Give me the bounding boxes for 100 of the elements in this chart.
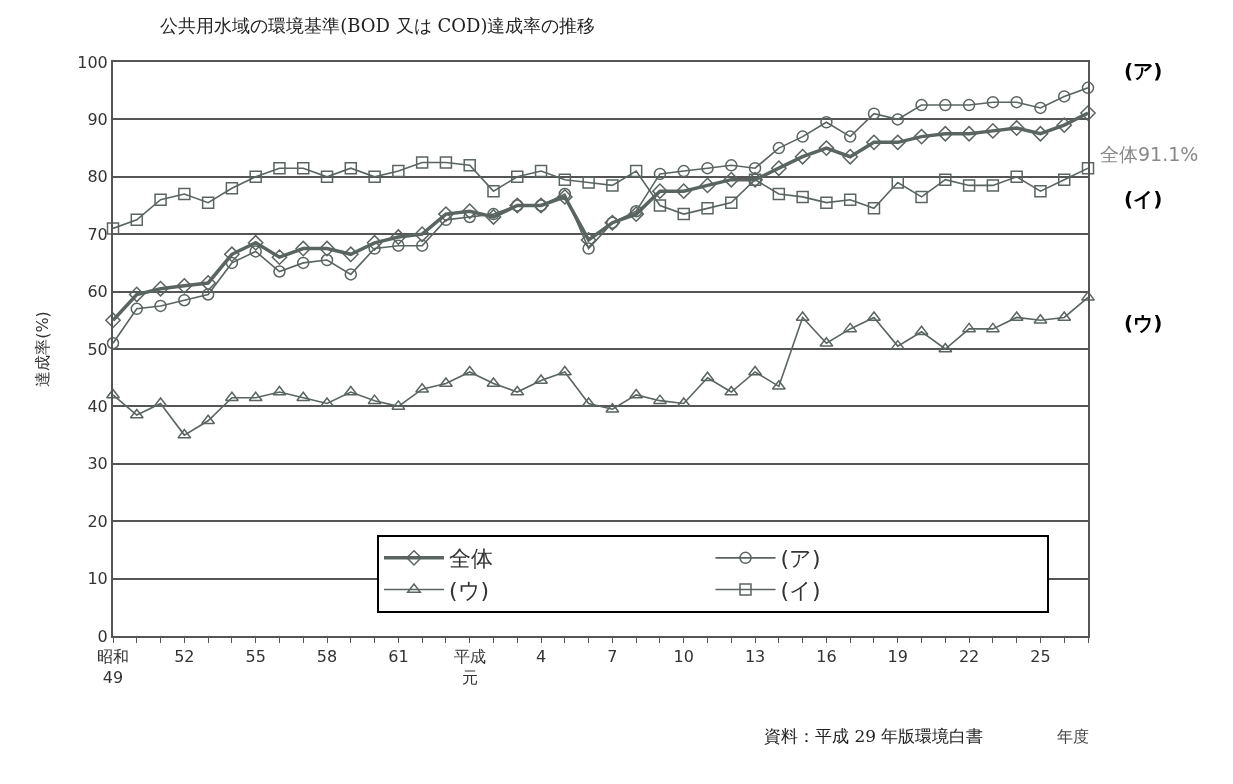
point bbox=[938, 342, 953, 353]
x-tick-label: 55 bbox=[245, 647, 266, 667]
point bbox=[128, 286, 145, 303]
x-tick-label: 16 bbox=[816, 647, 837, 667]
x-tick-label: 58 bbox=[316, 647, 338, 667]
point bbox=[939, 98, 952, 112]
point bbox=[178, 293, 191, 307]
point bbox=[130, 302, 144, 316]
point bbox=[580, 232, 597, 248]
point bbox=[701, 161, 714, 175]
point bbox=[439, 156, 453, 169]
point bbox=[582, 176, 595, 189]
point bbox=[273, 265, 286, 278]
point bbox=[462, 365, 477, 376]
point bbox=[249, 245, 262, 258]
point bbox=[1034, 101, 1047, 115]
point bbox=[534, 164, 548, 178]
x-tick-label: 25 bbox=[1030, 647, 1051, 667]
point bbox=[557, 365, 572, 376]
point bbox=[272, 385, 287, 396]
point bbox=[677, 164, 690, 178]
point bbox=[343, 385, 358, 396]
point bbox=[962, 322, 977, 333]
point bbox=[225, 182, 239, 195]
point bbox=[985, 322, 1000, 333]
point bbox=[724, 385, 739, 396]
legend-label: (イ) bbox=[780, 578, 821, 604]
point bbox=[889, 134, 906, 151]
y-axis-title: 達成率(%) bbox=[32, 311, 52, 387]
point bbox=[915, 98, 928, 112]
point bbox=[962, 98, 976, 112]
point bbox=[129, 408, 144, 419]
point bbox=[1056, 117, 1073, 134]
point bbox=[984, 122, 1001, 139]
point bbox=[249, 170, 262, 184]
point bbox=[201, 414, 216, 425]
point bbox=[485, 209, 502, 225]
x-tick-label: 4 bbox=[535, 647, 547, 667]
point bbox=[653, 167, 667, 181]
point bbox=[415, 156, 429, 169]
point bbox=[153, 397, 168, 408]
y-tick-label: 30 bbox=[87, 454, 108, 474]
point bbox=[271, 249, 288, 266]
point bbox=[1008, 120, 1025, 136]
point bbox=[794, 148, 811, 165]
point bbox=[130, 213, 144, 227]
point bbox=[676, 397, 691, 408]
point bbox=[106, 337, 120, 350]
point bbox=[556, 188, 573, 205]
point bbox=[319, 240, 335, 257]
point bbox=[677, 207, 690, 221]
point bbox=[1057, 173, 1071, 186]
y-tick-label: 90 bbox=[87, 110, 108, 129]
point bbox=[247, 234, 264, 251]
y-tick-label: 0 bbox=[97, 626, 108, 646]
y-tick-label: 60 bbox=[87, 282, 108, 302]
point bbox=[176, 277, 193, 294]
point bbox=[725, 196, 738, 209]
point bbox=[154, 193, 167, 207]
point bbox=[772, 187, 786, 201]
point bbox=[1010, 170, 1023, 184]
point bbox=[106, 222, 120, 235]
point bbox=[962, 179, 976, 192]
point bbox=[629, 388, 644, 399]
point bbox=[629, 164, 643, 178]
point bbox=[463, 159, 476, 172]
point bbox=[366, 234, 383, 251]
text: 年度 bbox=[1057, 727, 1089, 746]
point bbox=[177, 428, 192, 439]
text: (ア) bbox=[1124, 59, 1163, 83]
point bbox=[748, 161, 762, 175]
x-tick-label: 22 bbox=[958, 647, 980, 667]
point bbox=[653, 199, 667, 212]
point bbox=[581, 397, 596, 408]
point bbox=[699, 177, 716, 194]
y-tick-label: 40 bbox=[87, 397, 108, 416]
point bbox=[510, 385, 525, 396]
y-tick-label: 70 bbox=[87, 224, 108, 244]
point bbox=[461, 203, 478, 220]
point bbox=[201, 196, 215, 209]
point bbox=[414, 226, 431, 243]
point bbox=[1032, 125, 1049, 142]
point bbox=[392, 164, 405, 178]
point bbox=[390, 229, 407, 245]
point bbox=[415, 382, 430, 393]
point bbox=[344, 161, 358, 175]
x-tick-label: 昭和49 bbox=[97, 647, 129, 687]
text: (ウ) bbox=[1124, 311, 1163, 335]
y-tick-label: 100 bbox=[77, 52, 108, 72]
point bbox=[961, 125, 977, 142]
x-tick-label: 19 bbox=[887, 647, 908, 667]
point bbox=[342, 246, 359, 263]
point bbox=[606, 179, 619, 192]
point bbox=[1057, 90, 1071, 103]
point bbox=[891, 176, 905, 189]
point bbox=[701, 202, 714, 215]
point bbox=[843, 193, 857, 207]
point bbox=[105, 312, 121, 329]
point bbox=[890, 339, 905, 350]
point bbox=[820, 116, 833, 129]
